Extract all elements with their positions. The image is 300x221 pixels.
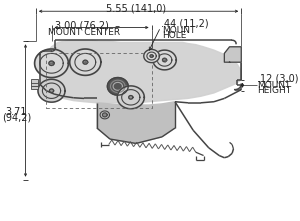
Text: .12 (3,0): .12 (3,0) bbox=[257, 74, 298, 84]
FancyBboxPatch shape bbox=[32, 79, 38, 83]
Polygon shape bbox=[144, 50, 159, 63]
Polygon shape bbox=[224, 47, 241, 62]
Text: MOUNT: MOUNT bbox=[162, 26, 195, 35]
Polygon shape bbox=[83, 60, 88, 64]
Polygon shape bbox=[38, 79, 65, 102]
Polygon shape bbox=[107, 78, 128, 95]
Text: (94,2): (94,2) bbox=[2, 112, 31, 122]
Text: 3.00 (76,2)  –: 3.00 (76,2) – bbox=[56, 21, 120, 31]
Polygon shape bbox=[153, 50, 176, 70]
Text: MOUNT: MOUNT bbox=[257, 81, 290, 90]
Polygon shape bbox=[129, 95, 133, 99]
Polygon shape bbox=[103, 113, 107, 117]
FancyBboxPatch shape bbox=[32, 82, 38, 86]
FancyBboxPatch shape bbox=[32, 86, 38, 89]
Polygon shape bbox=[49, 61, 54, 65]
Polygon shape bbox=[70, 49, 101, 75]
Polygon shape bbox=[117, 86, 144, 109]
Polygon shape bbox=[50, 89, 54, 93]
Text: 3.71: 3.71 bbox=[6, 107, 27, 117]
Polygon shape bbox=[163, 58, 167, 62]
Polygon shape bbox=[150, 55, 153, 57]
Polygon shape bbox=[97, 102, 175, 143]
Text: MOUNT CENTER: MOUNT CENTER bbox=[48, 28, 120, 37]
Polygon shape bbox=[34, 49, 68, 78]
Text: HOLE: HOLE bbox=[162, 31, 186, 40]
Text: .44 (11,2): .44 (11,2) bbox=[161, 19, 208, 29]
Text: 5.55 (141,0): 5.55 (141,0) bbox=[106, 3, 166, 13]
Text: HEIGHT: HEIGHT bbox=[257, 86, 291, 95]
Polygon shape bbox=[40, 40, 241, 103]
